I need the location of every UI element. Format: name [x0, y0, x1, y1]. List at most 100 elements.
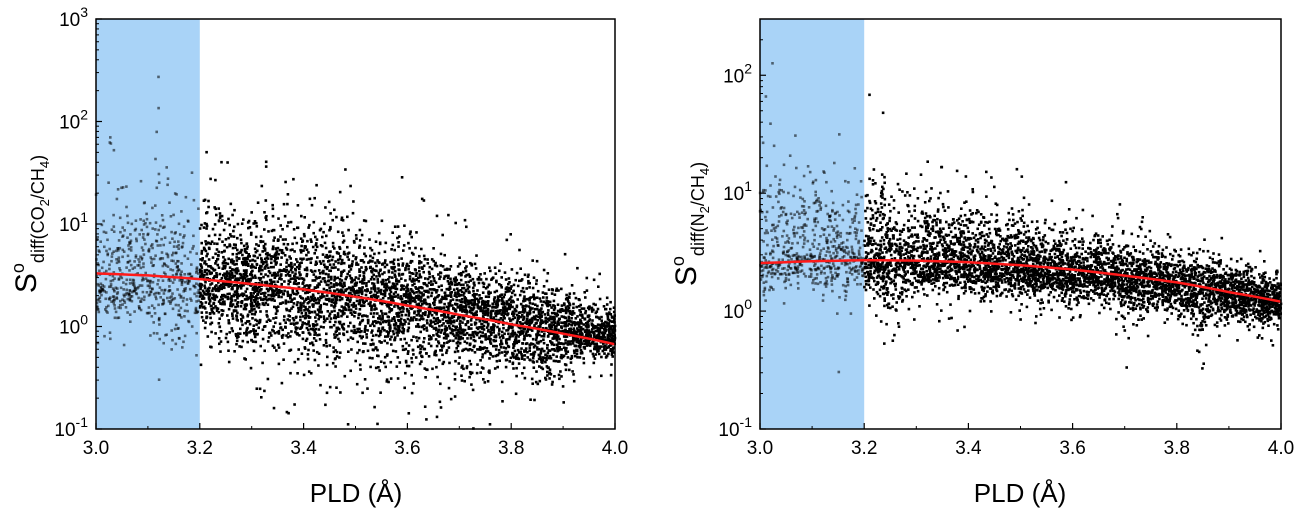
scatter-point: [212, 295, 216, 298]
scatter-point: [111, 274, 115, 278]
scatter-point: [399, 321, 403, 324]
scatter-point: [303, 234, 306, 238]
scatter-point: [341, 219, 345, 222]
scatter-point: [272, 239, 275, 242]
scatter-point: [438, 271, 442, 274]
scatter-point: [352, 310, 355, 314]
scatter-point: [415, 313, 419, 317]
scatter-point: [545, 303, 549, 306]
scatter-point: [567, 317, 570, 320]
scatter-point: [200, 264, 203, 268]
scatter-point: [333, 314, 337, 317]
scatter-point: [471, 303, 474, 307]
scatter-point: [422, 199, 426, 202]
scatter-point: [431, 367, 434, 371]
scatter-point: [183, 254, 187, 258]
scatter-point: [447, 288, 451, 291]
scatter-point: [275, 286, 278, 290]
scatter-point: [337, 283, 340, 286]
scatter-point: [256, 319, 259, 323]
scatter-point: [487, 291, 490, 295]
scatter-point: [194, 308, 198, 311]
scatter-point: [535, 296, 539, 299]
scatter-point: [462, 293, 465, 297]
scatter-point: [138, 284, 142, 287]
scatter-point: [343, 281, 346, 285]
scatter-point: [548, 325, 551, 329]
scatter-point: [447, 282, 451, 285]
scatter-point: [115, 249, 118, 253]
scatter-point: [438, 277, 441, 281]
scatter-point: [272, 273, 276, 277]
scatter-point: [129, 249, 133, 252]
scatter-point: [393, 282, 396, 286]
scatter-point: [340, 261, 344, 264]
scatter-point: [170, 230, 173, 234]
scatter-point: [161, 218, 165, 222]
scatter-point: [102, 230, 106, 234]
scatter-point: [326, 266, 329, 269]
scatter-point: [488, 369, 491, 372]
scatter-point: [160, 288, 163, 292]
scatter-point: [213, 275, 216, 279]
scatter-point: [298, 267, 301, 271]
scatter-point: [199, 304, 202, 308]
scatter-point: [285, 261, 288, 264]
scatter-point: [529, 353, 533, 356]
scatter-point: [569, 328, 573, 332]
scatter-point: [525, 297, 528, 301]
scatter-point: [221, 300, 225, 304]
scatter-point: [577, 324, 581, 327]
scatter-point: [524, 332, 528, 336]
scatter-point: [323, 241, 327, 245]
scatter-point: [515, 353, 519, 356]
scatter-point: [239, 305, 243, 308]
scatter-point: [489, 312, 493, 315]
scatter-point: [422, 347, 426, 351]
scatter-point: [338, 190, 342, 194]
scatter-point: [455, 302, 459, 306]
scatter-point: [219, 350, 222, 353]
scatter-point: [527, 319, 530, 323]
scatter-point: [553, 334, 556, 337]
scatter-point: [251, 317, 254, 320]
scatter-point: [137, 264, 141, 267]
scatter-point: [333, 309, 336, 313]
scatter-point: [544, 378, 548, 381]
scatter-point: [204, 293, 207, 296]
scatter-point: [152, 292, 156, 296]
scatter-point: [494, 312, 497, 315]
scatter-point: [253, 259, 257, 263]
scatter-point: [131, 281, 134, 285]
scatter-point: [402, 284, 405, 288]
scatter-point: [523, 295, 526, 298]
scatter-point: [430, 313, 434, 317]
scatter-point: [325, 363, 329, 367]
scatter-point: [217, 266, 221, 269]
scatter-point: [297, 282, 300, 285]
scatter-point: [203, 286, 207, 290]
scatter-point: [263, 261, 266, 264]
scatter-point: [347, 305, 351, 309]
scatter-point: [556, 320, 560, 323]
scatter-point: [361, 350, 365, 354]
scatter-point: [108, 298, 111, 301]
scatter-point: [138, 260, 141, 264]
scatter-point: [522, 330, 525, 333]
scatter-point: [433, 322, 437, 326]
scatter-point: [498, 351, 501, 355]
scatter-point: [174, 262, 178, 265]
scatter-point: [390, 248, 393, 251]
scatter-point: [296, 357, 300, 361]
scatter-point: [540, 330, 543, 333]
scatter-point: [293, 250, 296, 253]
scatter-point: [501, 309, 505, 312]
scatter-point: [353, 315, 356, 318]
scatter-point: [417, 276, 420, 280]
scatter-point: [289, 348, 293, 352]
scatter-point: [455, 347, 458, 350]
scatter-point: [210, 271, 213, 275]
scatter-point: [492, 316, 495, 319]
scatter-point: [599, 338, 602, 341]
scatter-point: [245, 271, 248, 275]
